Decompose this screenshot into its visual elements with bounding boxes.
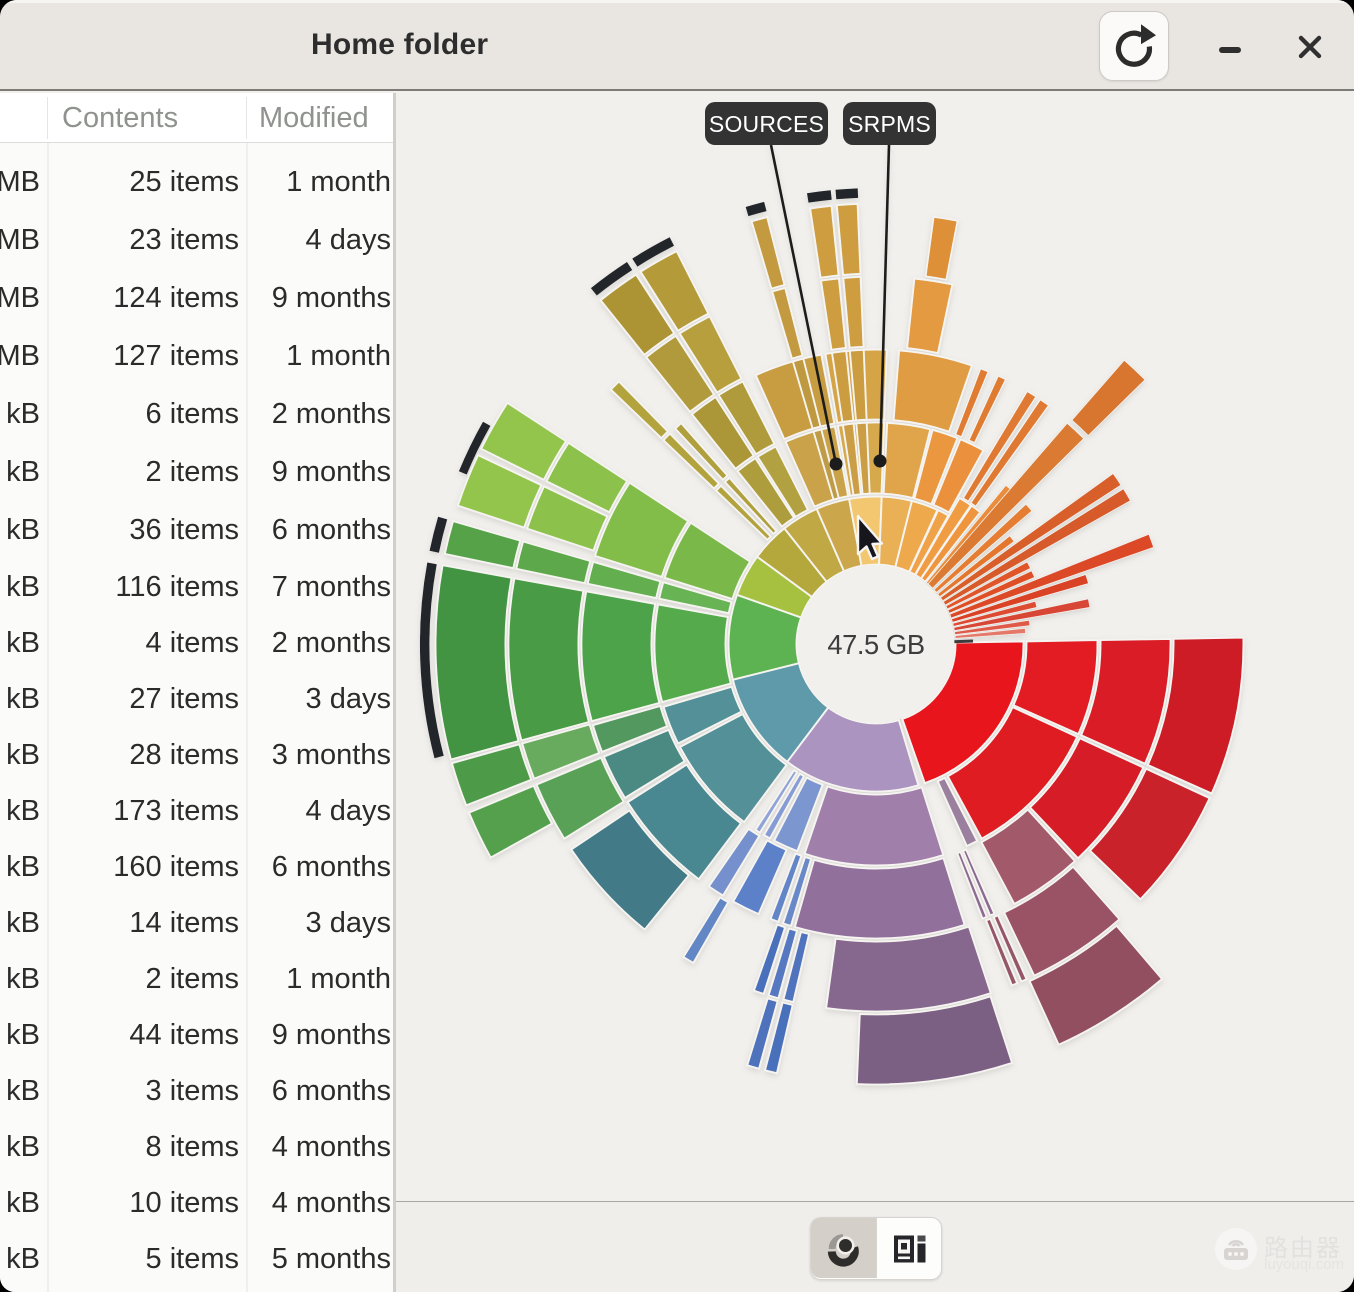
svg-text:47.5 GB: 47.5 GB xyxy=(827,629,924,660)
